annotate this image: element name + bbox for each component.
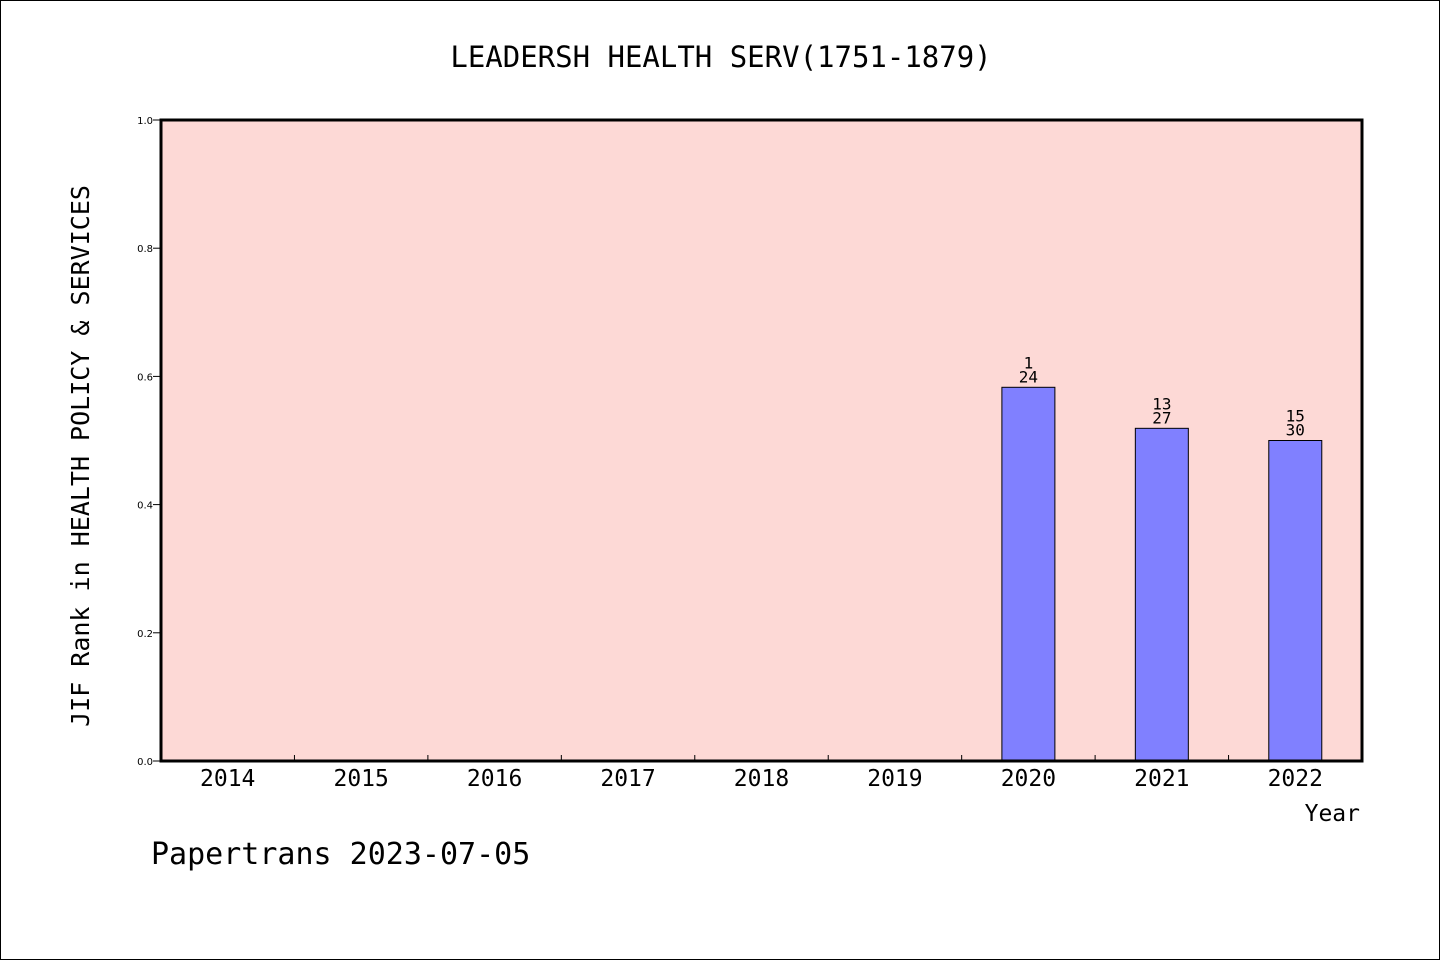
- bar-2020: [1001, 386, 1056, 762]
- bar-rank-label-2021: 13: [1152, 394, 1171, 413]
- bars-group: [1001, 386, 1323, 762]
- bar-total-label-2021: 27: [1152, 408, 1171, 427]
- bar-rank-label-2020: 1: [1024, 353, 1034, 372]
- x-tick-label-2018: 2018: [734, 766, 789, 792]
- x-axis-label: Year: [1305, 801, 1360, 827]
- x-tick-label-2017: 2017: [600, 766, 655, 792]
- x-tick-label-2016: 2016: [467, 766, 522, 792]
- x-tick-label-2015: 2015: [333, 766, 388, 792]
- x-tick-label-2019: 2019: [867, 766, 922, 792]
- y-tick-label-3: 0.6: [137, 372, 153, 383]
- bar-2021: [1134, 427, 1189, 762]
- bar-total-label-2022: 30: [1286, 421, 1305, 440]
- y-tick-label-0: 0.0: [137, 757, 153, 768]
- plot-border: [159, 118, 1364, 763]
- x-tick-label-2020: 2020: [1001, 766, 1056, 792]
- x-tick-label-2022: 2022: [1268, 766, 1323, 792]
- x-tick-label-2021: 2021: [1134, 766, 1189, 792]
- y-tick-label-5: 1.0: [137, 116, 153, 127]
- y-axis-label: JIF Rank in HEALTH POLICY & SERVICES: [66, 185, 95, 727]
- footer-credit: Papertrans 2023-07-05: [151, 837, 530, 872]
- x-tick-label-2014: 2014: [200, 766, 255, 792]
- bar-2022: [1268, 440, 1323, 762]
- chart-title: LEADERSH HEALTH SERV(1751-1879): [450, 40, 991, 74]
- y-tick-label-2: 0.4: [137, 501, 153, 512]
- x-axis-ticks: 2014 2015 2016 2017 2018 2019 2020 2021 2022: [200, 755, 1323, 792]
- y-tick-label-4: 0.8: [137, 244, 153, 255]
- bar-total-label-2020: 24: [1019, 367, 1038, 386]
- bar-rank-label-2022: 15: [1286, 407, 1305, 426]
- y-axis-ticks: 0.0 0.2 0.4 0.6 0.8 1.0: [137, 116, 161, 768]
- y-tick-label-1: 0.2: [137, 629, 153, 640]
